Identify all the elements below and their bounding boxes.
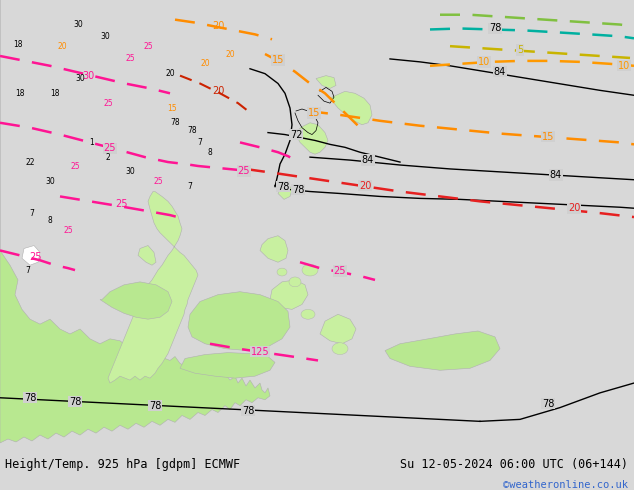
Text: 18: 18 xyxy=(13,40,23,49)
Text: 30: 30 xyxy=(82,71,94,81)
Text: 30: 30 xyxy=(75,74,85,83)
Text: 20: 20 xyxy=(212,21,224,30)
Text: 18: 18 xyxy=(50,89,60,98)
Text: 15: 15 xyxy=(308,108,320,118)
Text: 30: 30 xyxy=(125,168,135,176)
Text: 8: 8 xyxy=(207,147,212,157)
Text: 25: 25 xyxy=(153,177,163,186)
Text: 15: 15 xyxy=(272,55,284,65)
Text: 78: 78 xyxy=(242,406,254,416)
Text: 20: 20 xyxy=(212,86,224,97)
Text: 7: 7 xyxy=(30,209,34,218)
Text: 7: 7 xyxy=(198,138,202,147)
Polygon shape xyxy=(278,184,292,199)
Text: 15: 15 xyxy=(167,103,177,113)
Polygon shape xyxy=(180,353,275,378)
Polygon shape xyxy=(295,123,328,154)
Ellipse shape xyxy=(332,343,348,355)
Polygon shape xyxy=(100,282,172,319)
Text: 25: 25 xyxy=(70,163,80,172)
Polygon shape xyxy=(270,280,308,309)
Text: 2: 2 xyxy=(106,153,110,162)
Text: 84: 84 xyxy=(550,170,562,180)
Text: 30: 30 xyxy=(100,32,110,41)
Text: 25: 25 xyxy=(104,143,116,153)
Ellipse shape xyxy=(301,309,315,319)
Text: 78: 78 xyxy=(187,126,197,135)
Ellipse shape xyxy=(289,277,301,287)
Polygon shape xyxy=(316,75,336,88)
Ellipse shape xyxy=(302,264,318,276)
Text: 25: 25 xyxy=(63,226,73,235)
Polygon shape xyxy=(385,331,500,370)
Polygon shape xyxy=(138,245,156,265)
Text: 25: 25 xyxy=(238,166,250,176)
Text: 78: 78 xyxy=(149,401,161,411)
Text: ©weatheronline.co.uk: ©weatheronline.co.uk xyxy=(503,480,628,490)
Ellipse shape xyxy=(277,268,287,276)
Text: 20: 20 xyxy=(165,69,175,78)
Text: 20: 20 xyxy=(359,181,371,191)
Text: 25: 25 xyxy=(116,199,128,209)
Text: 25: 25 xyxy=(103,98,113,108)
Text: Height/Temp. 925 hPa [gdpm] ECMWF: Height/Temp. 925 hPa [gdpm] ECMWF xyxy=(5,458,240,470)
Text: 84: 84 xyxy=(362,155,374,165)
Text: 7: 7 xyxy=(188,182,193,191)
Text: 125: 125 xyxy=(250,346,269,357)
Text: 84: 84 xyxy=(494,67,506,77)
Text: 22: 22 xyxy=(25,158,35,167)
Text: 78: 78 xyxy=(542,399,554,409)
Text: 20: 20 xyxy=(57,42,67,50)
Text: 20: 20 xyxy=(225,49,235,58)
Text: 78: 78 xyxy=(69,397,81,407)
Text: 5: 5 xyxy=(517,45,523,55)
Text: 30: 30 xyxy=(73,20,83,29)
Polygon shape xyxy=(320,314,356,344)
Text: 78: 78 xyxy=(277,182,289,192)
Text: 78: 78 xyxy=(170,118,180,127)
Text: 25: 25 xyxy=(333,266,346,276)
Polygon shape xyxy=(0,0,270,443)
Text: 8: 8 xyxy=(48,217,53,225)
Polygon shape xyxy=(188,292,290,351)
Text: 18: 18 xyxy=(15,89,25,98)
Text: 15: 15 xyxy=(542,131,554,142)
Text: 7: 7 xyxy=(25,266,30,274)
Text: 10: 10 xyxy=(478,57,490,67)
Text: 78: 78 xyxy=(489,24,501,33)
Text: 78: 78 xyxy=(292,185,304,195)
Text: 25: 25 xyxy=(125,54,135,63)
Text: 78: 78 xyxy=(24,393,36,403)
Text: 20: 20 xyxy=(568,203,580,213)
Polygon shape xyxy=(22,245,40,265)
Polygon shape xyxy=(330,91,372,125)
Text: 20: 20 xyxy=(200,59,210,68)
Polygon shape xyxy=(108,192,198,383)
Text: 1: 1 xyxy=(89,138,94,147)
Polygon shape xyxy=(260,236,288,262)
Text: Su 12-05-2024 06:00 UTC (06+144): Su 12-05-2024 06:00 UTC (06+144) xyxy=(399,458,628,470)
Text: 72: 72 xyxy=(290,129,302,140)
Text: 30: 30 xyxy=(45,177,55,186)
Text: 25: 25 xyxy=(29,252,41,262)
Text: 10: 10 xyxy=(618,61,630,71)
Text: 25: 25 xyxy=(143,42,153,50)
